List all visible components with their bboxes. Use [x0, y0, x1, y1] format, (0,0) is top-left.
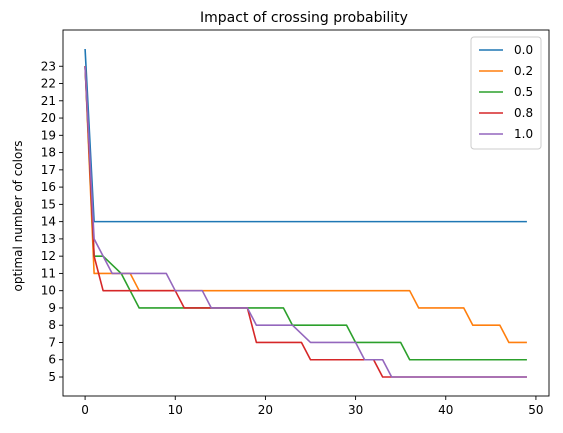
y-tick-label: 19	[41, 128, 56, 142]
axes-frame	[62, 29, 550, 397]
plot-area	[84, 48, 527, 378]
y-tick-label: 23	[41, 59, 56, 73]
series-line-2	[84, 66, 527, 361]
x-tick-label: 20	[258, 403, 273, 417]
y-tick-label: 17	[41, 163, 56, 177]
y-axis-label: optimal number of colors	[11, 140, 25, 291]
x-tick-label: 40	[438, 403, 453, 417]
legend-label-2: 0.5	[514, 85, 533, 99]
y-tick-label: 15	[41, 197, 56, 211]
y-tick-label: 6	[48, 353, 56, 367]
y-tick-label: 8	[48, 318, 56, 332]
chart-title: Impact of crossing probability	[200, 10, 408, 26]
series-line-0	[84, 48, 527, 223]
legend-label-3: 0.8	[514, 106, 533, 120]
y-tick-label: 21	[41, 94, 56, 108]
legend-label-0: 0.0	[514, 43, 533, 57]
x-tick-label: 50	[528, 403, 543, 417]
x-tick-label: 0	[81, 403, 89, 417]
y-tick-label: 14	[41, 215, 56, 229]
y-tick-label: 11	[41, 266, 56, 280]
x-tick-label: 10	[168, 403, 183, 417]
y-tick-label: 12	[41, 249, 56, 263]
y-tick-label: 10	[41, 284, 56, 298]
legend-box	[470, 36, 542, 150]
y-tick-label: 7	[48, 335, 56, 349]
y-tick-label: 13	[41, 232, 56, 246]
y-tick-label: 16	[41, 180, 56, 194]
legend: 0.0 0.2 0.5 0.8 1.0	[470, 36, 542, 150]
series-line-4	[84, 66, 527, 378]
y-tick-label: 18	[41, 146, 56, 160]
legend-label-1: 0.2	[514, 64, 533, 78]
x-tick-label: 30	[348, 403, 363, 417]
y-tick-label: 20	[41, 111, 56, 125]
axes: 0 10 20 30 40 50 5 6 7 8 9 10 11 12 13 14 15 16 17 18 19 20 21…	[41, 29, 550, 417]
y-tick-label: 5	[48, 370, 56, 384]
legend-label-4: 1.0	[514, 127, 533, 141]
y-tick-label: 22	[41, 77, 56, 91]
y-tick-label: 9	[48, 301, 56, 315]
series-line-3	[84, 66, 527, 378]
series-line-1	[84, 66, 527, 344]
